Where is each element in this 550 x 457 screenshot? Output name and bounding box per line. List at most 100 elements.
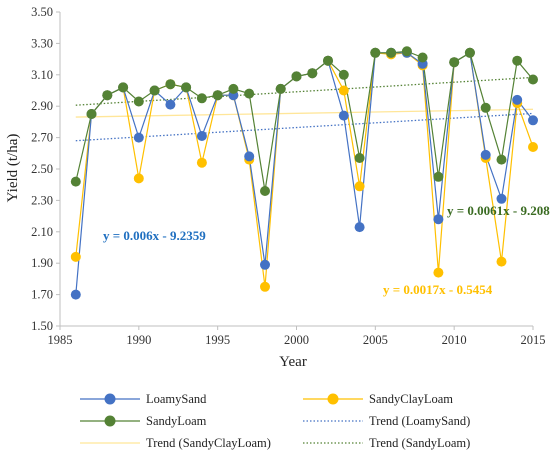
data-point-sandyloam: [291, 71, 302, 82]
axes: 1.50 1.70 1.90 2.10 2.30 2.50 2.70 2.90 3.10 3.30…: [31, 5, 545, 347]
equation-sandyloam: y = 0.0061x - 9.2082: [447, 203, 550, 218]
data-point-sandyloam: [118, 82, 129, 93]
legend-item-trend-loamysand: Trend (LoamySand): [303, 412, 470, 430]
series-lines: [75, 50, 534, 295]
legend-label-loamysand: LoamySand: [146, 391, 207, 406]
legend-swatch-trend-sandyloam: [303, 442, 363, 444]
data-point-sandyloam: [196, 93, 207, 104]
legend-item-sandyclayloam: SandyClayLoam: [303, 390, 453, 408]
legend-item-trend-sandyclayloam: Trend (SandyClayLoam): [80, 434, 271, 452]
legend-item-trend-sandyloam: Trend (SandyLoam): [303, 434, 470, 452]
y-tick-label: 3.10: [31, 68, 53, 82]
trend-equations: y = 0.006x - 9.2359 y = 0.0017x - 0.5454…: [103, 203, 550, 297]
data-point-sandyclayloam: [354, 181, 365, 192]
x-tick-label: 2005: [363, 333, 388, 347]
data-point-sandyloam: [386, 47, 397, 58]
data-point-sandyloam: [417, 52, 428, 63]
legend-label-sandyloam: SandyLoam: [146, 413, 207, 428]
data-point-sandyclayloam: [133, 173, 144, 184]
equation-sandyclayloam: y = 0.0017x - 0.5454: [383, 282, 493, 297]
x-tick-label: 2000: [284, 333, 309, 347]
series-line-sandyclayloam: [75, 51, 534, 287]
legend-swatch-sandyclayloam: [303, 393, 363, 405]
data-point-sandyloam: [133, 96, 144, 107]
data-point-sandyloam: [354, 153, 365, 163]
data-point-sandyloam: [401, 46, 412, 57]
series-line-loamysand: [75, 51, 534, 295]
data-point-sandyloam: [149, 85, 160, 96]
y-tick-label: 3.50: [31, 5, 53, 19]
data-point-sandyloam: [433, 171, 444, 182]
y-tick-label: 2.10: [31, 225, 53, 239]
data-point-loamysand: [70, 289, 81, 300]
legend-label-sandyclayloam: SandyClayLoam: [369, 391, 454, 406]
data-point-sandyloam: [464, 47, 475, 58]
data-point-loamysand: [196, 131, 207, 141]
y-tick-label: 3.30: [31, 36, 53, 50]
y-tick-label: 1.70: [31, 288, 53, 302]
data-point-sandyloam: [212, 90, 223, 101]
trendlines: [75, 76, 534, 142]
x-tick-label: 1990: [126, 333, 151, 347]
data-point-sandyloam: [102, 90, 113, 101]
data-point-sandyloam: [260, 186, 270, 196]
legend-label-trend-sandyloam: Trend (SandyLoam): [369, 435, 471, 450]
y-axis-title: Yield (t/ha): [5, 134, 21, 203]
data-point-loamysand: [496, 193, 507, 204]
legend: LoamySand SandyClayLoam SandyLoam Trend …: [0, 384, 550, 457]
data-point-sandyloam: [165, 79, 176, 90]
data-point-loamysand: [354, 222, 365, 233]
data-point-sandyclayloam: [433, 267, 444, 278]
trendline-trend-sandyloam: [75, 76, 534, 106]
legend-label-trend-sandyclayloam: Trend (SandyClayLoam): [146, 435, 271, 450]
y-tick-label: 2.50: [31, 162, 53, 176]
y-tick-label: 2.30: [31, 193, 53, 207]
data-point-sandyloam: [244, 88, 255, 99]
data-point-loamysand: [244, 151, 255, 162]
y-tick-label: 1.90: [31, 256, 53, 270]
trendline-trend-sandyclayloam: [75, 108, 534, 118]
data-point-sandyclayloam: [496, 256, 507, 267]
data-point-loamysand: [433, 214, 444, 225]
data-point-loamysand: [133, 132, 144, 143]
data-point-loamysand: [528, 115, 538, 126]
series-markers: [70, 46, 538, 300]
data-point-loamysand: [165, 99, 176, 110]
legend-item-sandyloam: SandyLoam: [80, 412, 206, 430]
data-point-sandyclayloam: [196, 157, 207, 168]
legend-item-loamysand: LoamySand: [80, 390, 206, 408]
data-point-sandyloam: [307, 68, 318, 79]
data-point-sandyclayloam: [528, 142, 538, 152]
data-point-loamysand: [512, 94, 523, 105]
data-point-sandyloam: [338, 69, 349, 80]
y-tick-label: 2.70: [31, 131, 53, 145]
data-point-sandyclayloam: [260, 281, 270, 292]
data-point-sandyloam: [275, 83, 286, 94]
y-tick-label: 1.50: [31, 319, 53, 333]
data-point-loamysand: [338, 110, 349, 121]
data-point-sandyclayloam: [70, 251, 81, 262]
legend-label-trend-loamysand: Trend (LoamySand): [369, 413, 471, 428]
data-point-sandyloam: [228, 83, 239, 94]
equation-loamysand: y = 0.006x - 9.2359: [103, 228, 206, 243]
x-tick-label: 1995: [205, 333, 230, 347]
data-point-loamysand: [260, 259, 270, 270]
legend-swatch-sandyloam: [80, 415, 140, 427]
data-point-sandyloam: [528, 74, 538, 85]
data-point-sandyloam: [496, 154, 507, 165]
data-point-sandyloam: [323, 55, 333, 66]
data-point-sandyloam: [370, 47, 381, 58]
x-axis-title: Year: [279, 354, 307, 370]
y-tick-label: 2.90: [31, 99, 53, 113]
data-point-sandyloam: [449, 57, 460, 68]
x-tick-label: 2015: [521, 333, 546, 347]
data-point-sandyclayloam: [338, 85, 349, 96]
data-point-sandyloam: [181, 82, 192, 93]
legend-swatch-trend-loamysand: [303, 420, 363, 422]
trendline-trend-loamysand: [75, 112, 534, 142]
legend-swatch-trend-sandyclayloam: [80, 442, 140, 444]
x-tick-label: 1985: [48, 333, 73, 347]
x-tick-label: 2010: [442, 333, 467, 347]
data-point-loamysand: [480, 149, 491, 160]
